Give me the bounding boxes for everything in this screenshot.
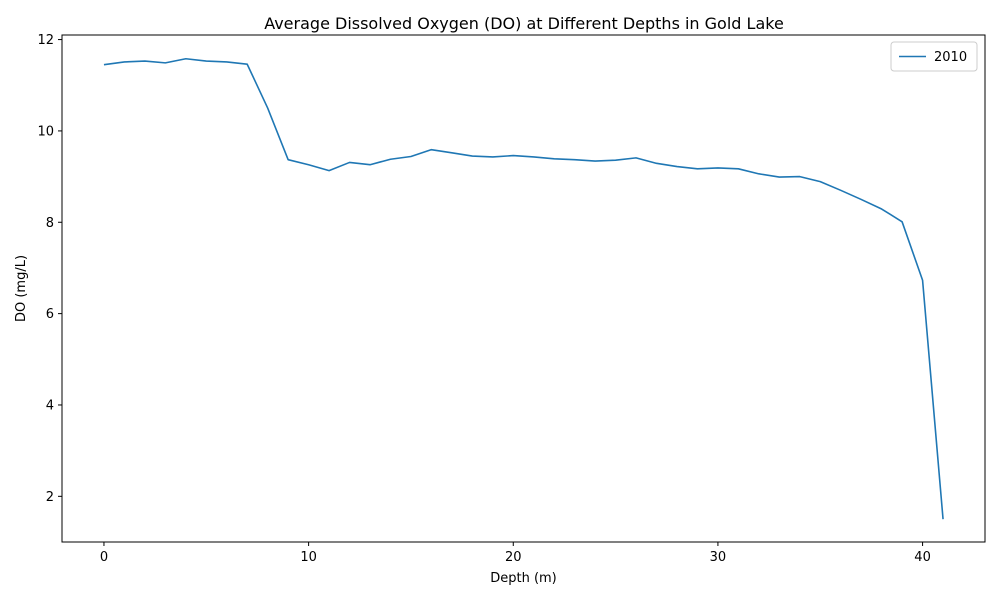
- legend: 2010: [890, 41, 978, 72]
- x-tick-label: 40: [914, 550, 931, 565]
- legend-box: [890, 41, 978, 72]
- y-axis: 2 4 6 8 10 12: [37, 33, 62, 505]
- y-axis-label: DO (mg/L): [14, 255, 29, 322]
- x-axis-label: Depth (m): [490, 571, 557, 586]
- plot-area: [61, 34, 986, 543]
- y-tick-label: 12: [37, 33, 54, 48]
- chart-title: Average Dissolved Oxygen (DO) at Differe…: [264, 14, 784, 33]
- series-line-2010: [103, 57, 944, 520]
- legend-label: 2010: [934, 50, 967, 65]
- y-tick-label: 2: [46, 490, 54, 505]
- y-tick-label: 10: [37, 124, 54, 139]
- x-tick-label: 10: [300, 550, 317, 565]
- x-tick-label: 30: [710, 550, 727, 565]
- y-tick-label: 4: [46, 398, 54, 413]
- y-tick-label: 8: [46, 216, 54, 231]
- y-tick-label: 6: [46, 307, 54, 322]
- series-layer: [103, 57, 944, 520]
- x-tick-label: 0: [100, 550, 108, 565]
- x-axis: 0 10 20 30 40: [100, 542, 931, 565]
- x-tick-label: 20: [505, 550, 522, 565]
